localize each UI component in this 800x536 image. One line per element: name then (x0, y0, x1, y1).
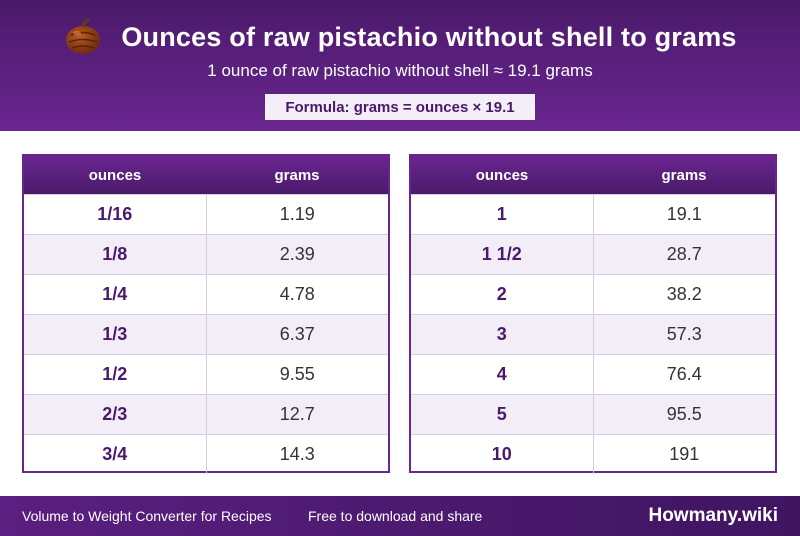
table-body: 1 19.1 1 1/2 28.7 2 38.2 3 57.3 4 76.4 5 95.5 … (411, 194, 775, 474)
column-header-grams: grams (661, 166, 707, 184)
table-row: 1/3 6.37 (24, 314, 388, 354)
grams-cell: 38.2 (666, 284, 702, 304)
table-row: 1/2 9.55 (24, 354, 388, 394)
column-header-ounces: ounces (475, 166, 529, 184)
footer-bar: Volume to Weight Converter for Recipes F… (0, 496, 800, 536)
grams-cell: 57.3 (666, 324, 702, 344)
grams-cell: 28.7 (666, 244, 702, 264)
table-header: ounces grams (411, 156, 775, 194)
conversion-table-large: ounces grams 1 19.1 1 1/2 28.7 2 38.2 3 57.3… (409, 154, 777, 474)
grams-cell: 12.7 (279, 404, 315, 424)
table-row: 3 57.3 (411, 314, 775, 354)
ounces-cell: 1/8 (24, 235, 207, 274)
table-header: ounces grams (24, 156, 388, 194)
page-title: Ounces of raw pistachio without shell to… (121, 21, 737, 52)
header-banner: Ounces of raw pistachio without shell to… (0, 0, 800, 131)
ounces-cell: 1/16 (24, 195, 207, 234)
grams-cell: 1.19 (279, 204, 315, 224)
table-row: 1 19.1 (411, 194, 775, 234)
grams-cell: 4.78 (279, 284, 315, 304)
grams-cell: 9.55 (279, 364, 315, 384)
grams-cell: 14.3 (279, 444, 315, 464)
table-row: 1 1/2 28.7 (411, 234, 775, 274)
table-row: 2/3 12.7 (24, 394, 388, 434)
ounces-cell: 4 (411, 355, 594, 394)
table-row: 1/8 2.39 (24, 234, 388, 274)
brand-logo[interactable]: Howmany.wiki (648, 505, 778, 526)
ounces-cell: 10 (411, 435, 594, 474)
table-row: 4 76.4 (411, 354, 775, 394)
grams-cell: 191 (669, 444, 700, 464)
ounces-cell: 1/3 (24, 315, 207, 354)
grams-cell: 19.1 (666, 204, 702, 224)
table-row: 5 95.5 (411, 394, 775, 434)
table-row: 3/4 14.3 (24, 434, 388, 474)
grams-cell: 6.37 (279, 324, 315, 344)
grams-cell: 76.4 (666, 364, 702, 384)
table-body: 1/16 1.19 1/8 2.39 1/4 4.78 1/3 6.37 1/2 9.55… (24, 194, 388, 474)
ounces-cell: 1/2 (24, 355, 207, 394)
footer-share-text: Free to download and share (308, 508, 483, 524)
page-subtitle: 1 ounce of raw pistachio without shell ≈… (207, 61, 593, 80)
ounces-cell: 2/3 (24, 395, 207, 434)
ounces-cell: 5 (411, 395, 594, 434)
grams-cell: 2.39 (279, 244, 315, 264)
column-header-ounces: ounces (88, 166, 142, 184)
grams-cell: 95.5 (666, 404, 702, 424)
ounces-cell: 1 (411, 195, 594, 234)
conversion-table-small: ounces grams 1/16 1.19 1/8 2.39 1/4 4.78 1/… (22, 154, 390, 474)
table-row: 2 38.2 (411, 274, 775, 314)
nut-icon (66, 18, 101, 54)
table-row: 10 191 (411, 434, 775, 474)
table-row: 1/4 4.78 (24, 274, 388, 314)
title-row: Ounces of raw pistachio without shell to… (0, 14, 800, 60)
ounces-cell: 3 (411, 315, 594, 354)
ounces-cell: 3/4 (24, 435, 207, 474)
column-header-grams: grams (274, 166, 320, 184)
ounces-cell: 1/4 (24, 275, 207, 314)
ounces-cell: 2 (411, 275, 594, 314)
table-row: 1/16 1.19 (24, 194, 388, 234)
ounces-cell: 1 1/2 (411, 235, 594, 274)
formula-box: Formula: grams = ounces × 19.1 (265, 94, 535, 120)
footer-converter-text: Volume to Weight Converter for Recipes (22, 508, 272, 524)
